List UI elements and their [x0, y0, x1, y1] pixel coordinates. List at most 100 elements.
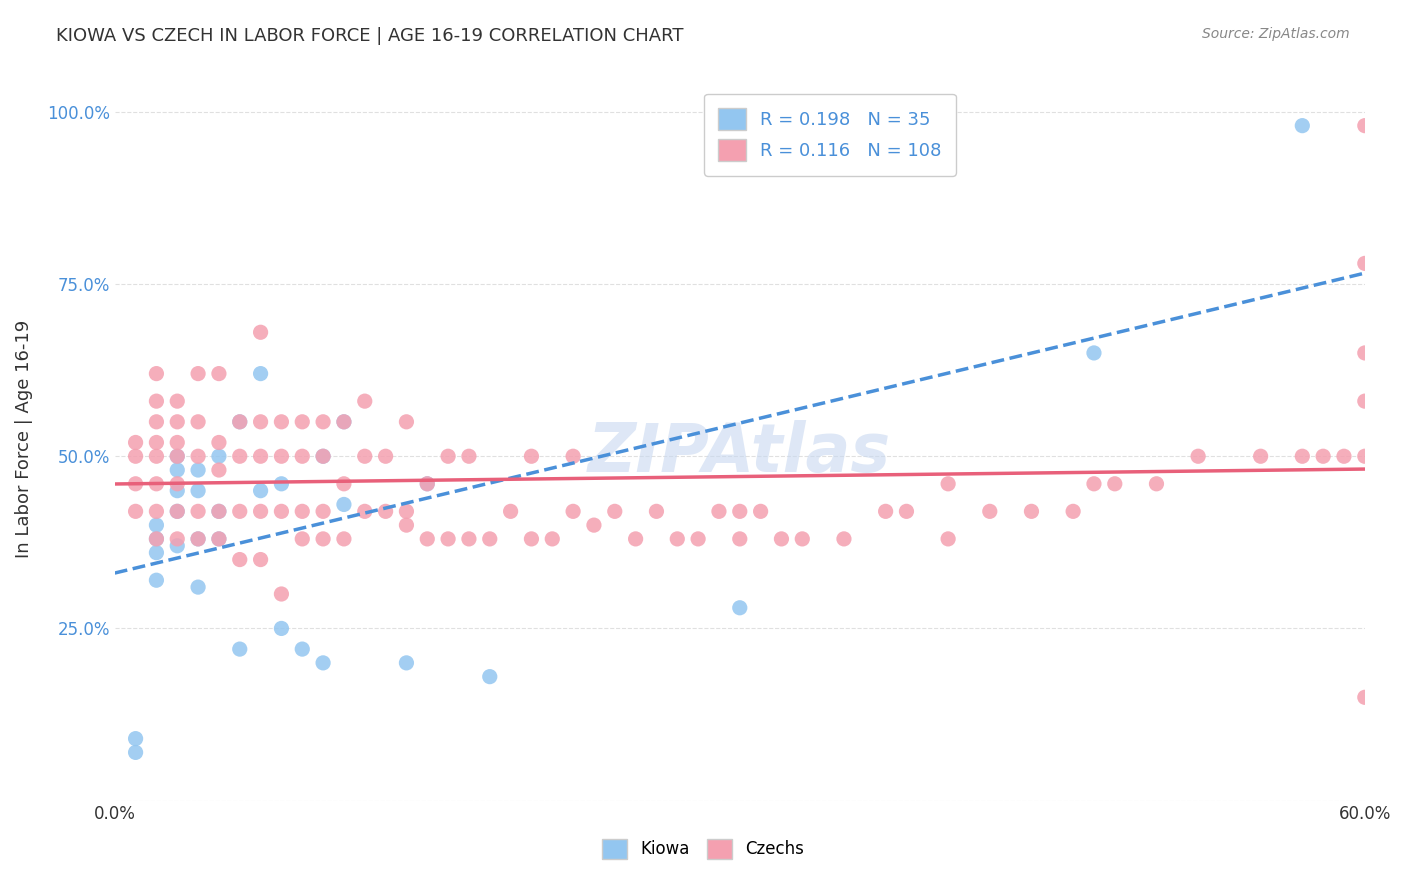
Point	[312, 415, 335, 429]
Point	[291, 504, 314, 518]
Point	[249, 449, 271, 463]
Point	[229, 415, 252, 429]
Point	[208, 449, 231, 463]
Point	[437, 449, 460, 463]
Point	[124, 435, 146, 450]
Point	[124, 476, 146, 491]
Point	[291, 642, 314, 657]
Point	[1062, 504, 1084, 518]
Point	[1354, 690, 1376, 705]
Point	[353, 449, 375, 463]
Point	[166, 504, 188, 518]
Point	[145, 394, 167, 409]
Point	[291, 449, 314, 463]
Point	[166, 463, 188, 477]
Point	[353, 394, 375, 409]
Point	[145, 532, 167, 546]
Text: KIOWA VS CZECH IN LABOR FORCE | AGE 16-19 CORRELATION CHART: KIOWA VS CZECH IN LABOR FORCE | AGE 16-1…	[56, 27, 683, 45]
Point	[499, 504, 522, 518]
Point	[353, 504, 375, 518]
Point	[312, 449, 335, 463]
Point	[333, 476, 356, 491]
Point	[395, 504, 418, 518]
Point	[374, 504, 396, 518]
Point	[187, 415, 209, 429]
Point	[145, 415, 167, 429]
Point	[1354, 119, 1376, 133]
Point	[166, 449, 188, 463]
Point	[312, 449, 335, 463]
Point	[229, 449, 252, 463]
Point	[374, 449, 396, 463]
Point	[395, 415, 418, 429]
Point	[624, 532, 647, 546]
Point	[728, 600, 751, 615]
Legend: Kiowa, Czechs: Kiowa, Czechs	[596, 832, 810, 866]
Point	[270, 449, 292, 463]
Point	[145, 518, 167, 533]
Point	[1187, 449, 1209, 463]
Point	[291, 415, 314, 429]
Point	[541, 532, 564, 546]
Point	[187, 532, 209, 546]
Point	[749, 504, 772, 518]
Point	[1354, 346, 1376, 360]
Point	[229, 642, 252, 657]
Point	[166, 394, 188, 409]
Point	[249, 415, 271, 429]
Point	[166, 476, 188, 491]
Point	[582, 518, 605, 533]
Point	[1333, 449, 1355, 463]
Point	[270, 587, 292, 601]
Point	[312, 656, 335, 670]
Point	[270, 415, 292, 429]
Point	[312, 504, 335, 518]
Point	[416, 532, 439, 546]
Point	[291, 532, 314, 546]
Point	[1104, 476, 1126, 491]
Point	[666, 532, 689, 546]
Point	[1312, 449, 1334, 463]
Point	[166, 449, 188, 463]
Point	[187, 449, 209, 463]
Legend: R = 0.198   N = 35, R = 0.116   N = 108: R = 0.198 N = 35, R = 0.116 N = 108	[704, 94, 956, 176]
Point	[229, 504, 252, 518]
Point	[707, 504, 730, 518]
Point	[458, 449, 481, 463]
Point	[166, 435, 188, 450]
Point	[333, 415, 356, 429]
Point	[249, 326, 271, 340]
Point	[603, 504, 626, 518]
Point	[832, 532, 855, 546]
Point	[1354, 256, 1376, 270]
Point	[1083, 476, 1105, 491]
Point	[187, 504, 209, 518]
Point	[458, 532, 481, 546]
Text: ZIPAtlas: ZIPAtlas	[588, 420, 891, 486]
Point	[645, 504, 668, 518]
Point	[166, 504, 188, 518]
Point	[208, 367, 231, 381]
Point	[688, 532, 710, 546]
Point	[187, 580, 209, 594]
Point	[187, 532, 209, 546]
Point	[1354, 449, 1376, 463]
Point	[208, 504, 231, 518]
Point	[145, 532, 167, 546]
Point	[416, 476, 439, 491]
Point	[896, 504, 918, 518]
Point	[249, 504, 271, 518]
Point	[270, 622, 292, 636]
Point	[145, 546, 167, 560]
Point	[728, 504, 751, 518]
Point	[520, 532, 543, 546]
Point	[562, 504, 585, 518]
Point	[124, 504, 146, 518]
Point	[270, 504, 292, 518]
Point	[208, 463, 231, 477]
Point	[166, 483, 188, 498]
Point	[187, 483, 209, 498]
Point	[437, 532, 460, 546]
Point	[145, 504, 167, 518]
Point	[145, 435, 167, 450]
